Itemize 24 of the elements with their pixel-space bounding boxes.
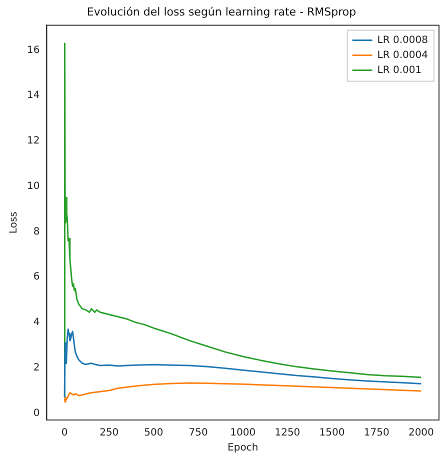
x-tick-label: 1500	[319, 428, 345, 439]
x-tick-label: 1750	[364, 428, 390, 439]
x-axis-title: Epoch	[228, 442, 258, 454]
legend-label: LR 0.0004	[377, 50, 428, 61]
y-tick-label: 10	[26, 180, 40, 192]
x-tick-label: 1250	[274, 428, 300, 439]
y-tick-label: 14	[26, 90, 40, 102]
x-tick-label: 500	[144, 428, 164, 439]
y-tick-label: 0	[33, 408, 40, 419]
x-tick-label: 0	[61, 428, 68, 439]
x-tick-label: 1000	[230, 428, 256, 439]
y-tick-label: 4	[33, 317, 40, 328]
y-tick-label: 6	[33, 272, 40, 283]
y-tick-label: 16	[26, 44, 40, 56]
legend-label: LR 0.001	[377, 64, 422, 76]
x-tick-label: 2000	[408, 428, 434, 439]
y-tick-label: 8	[33, 226, 40, 238]
chart-title: Evolución del loss según learning rate - RMSprop	[86, 5, 356, 18]
x-tick-label: 250	[100, 428, 119, 439]
y-tick-label: 2	[33, 362, 40, 374]
y-axis-title: Loss	[8, 212, 20, 234]
y-tick-label: 12	[26, 136, 40, 147]
legend-label: LR 0.0008	[377, 34, 428, 46]
x-tick-label: 750	[188, 428, 208, 439]
